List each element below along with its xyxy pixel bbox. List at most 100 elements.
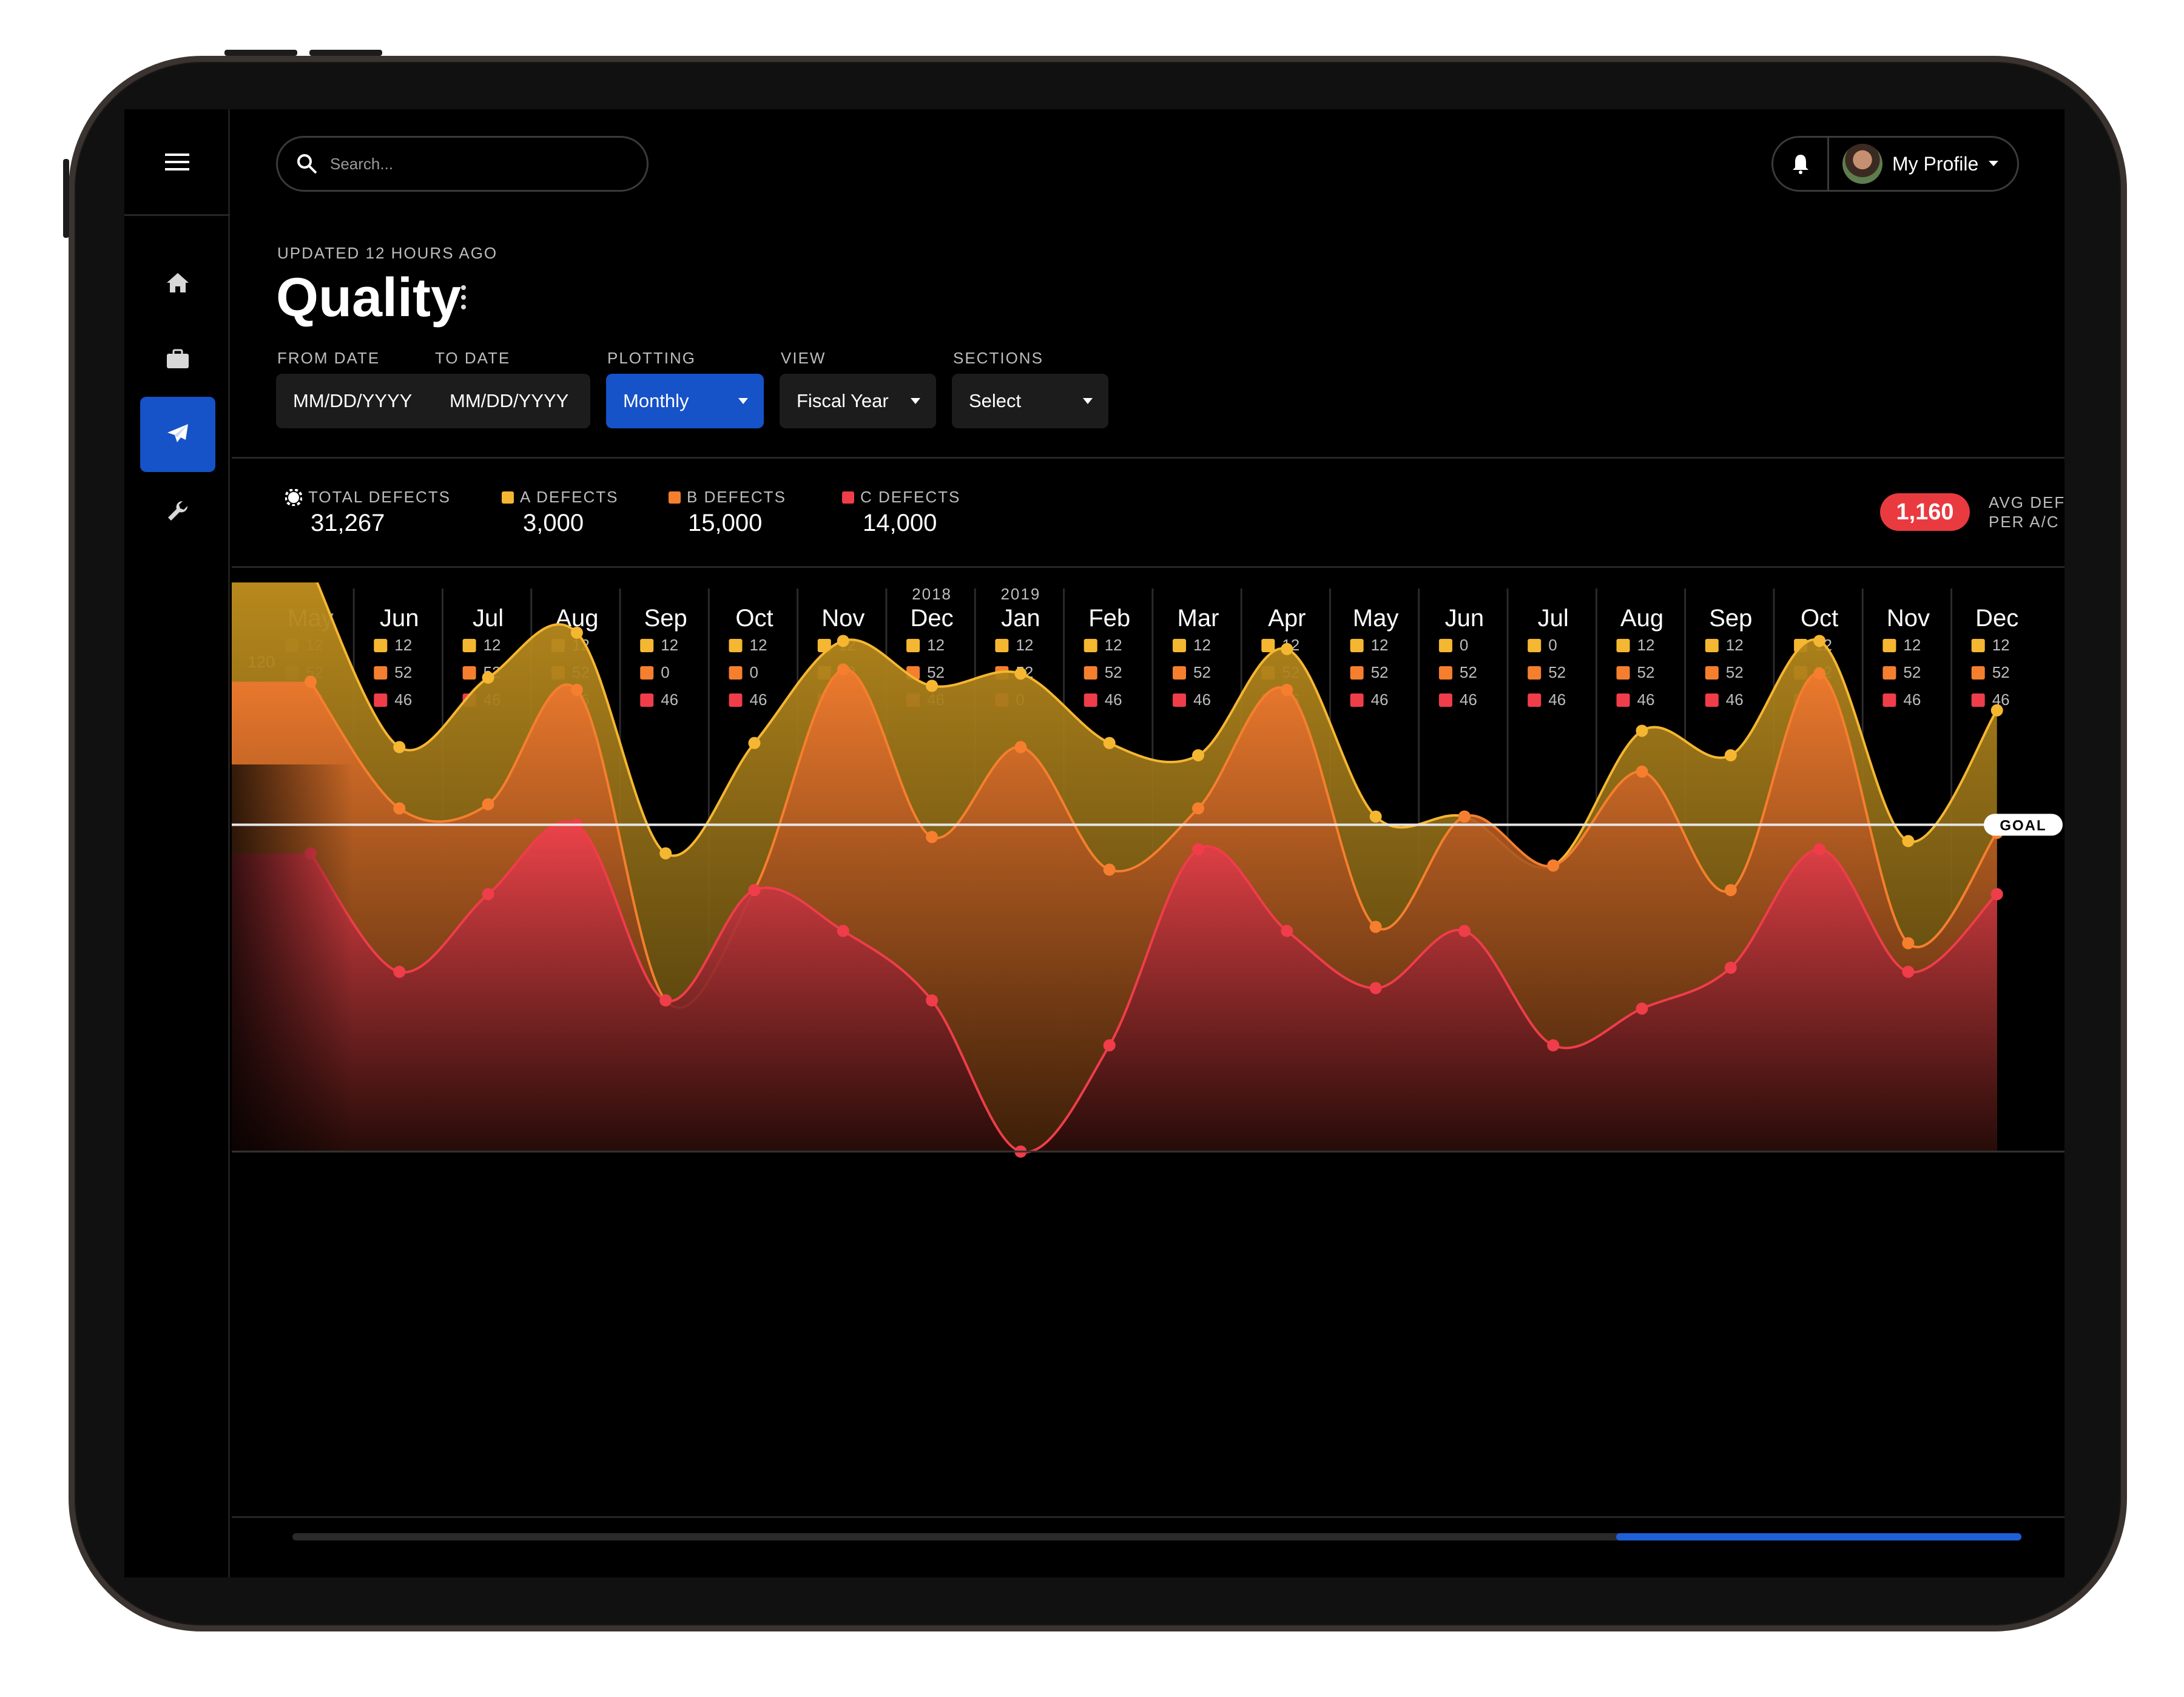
tablet-top-button [224,50,297,56]
sections-label: SECTIONS [953,349,1043,367]
chart-scrollbar-thumb[interactable] [1616,1533,2021,1540]
profile-menu[interactable]: My Profile [1829,144,1999,184]
legend-swatch [1971,639,1985,652]
month-label: Dec [911,605,954,632]
data-point [1281,643,1293,655]
c-swatch [842,491,854,504]
legend-swatch [1705,666,1719,680]
page-title: Quality [276,268,462,328]
data-point [837,635,849,647]
more-options-icon[interactable] [461,285,467,314]
plotting-select[interactable]: Monthly [606,374,764,428]
legend-swatch [1173,666,1186,680]
legend-swatch [1173,693,1186,707]
menu-button[interactable] [124,109,230,216]
data-point [1281,925,1293,937]
legend-swatch [1084,666,1097,680]
month-label: Aug [1620,605,1663,632]
search-box[interactable]: Search... [276,136,649,192]
view-select[interactable]: Fiscal Year [780,374,936,428]
tablet-side-button [63,159,69,238]
data-point [570,684,583,697]
data-point [1813,843,1826,855]
goal-badge [1984,814,2063,836]
legend-swatch [374,666,388,680]
nav-home[interactable] [140,245,215,320]
data-point [1458,925,1471,937]
data-point [1813,635,1826,647]
legend-value: 46 [1637,690,1655,709]
legend-swatch [1882,639,1896,652]
search-input[interactable]: Search... [330,154,394,173]
updated-text: UPDATED 12 HOURS AGO [277,244,498,262]
legend-swatch [729,666,743,680]
goal-label: GOAL [2000,817,2046,834]
left-fade [232,764,353,1152]
legend-value: 12 [1637,636,1655,654]
legend-swatch [1438,693,1452,707]
data-point [1547,1039,1560,1051]
from-date-field[interactable]: MM/DD/YYYY [276,374,433,428]
avatar [1842,144,1882,184]
legend-value: 52 [1637,663,1655,681]
month-label: Jul [473,605,504,632]
data-point [1902,937,1915,950]
legend-value: 12 [1105,636,1122,654]
legend-value: 0 [1548,636,1557,654]
legend-value: 0 [661,663,669,681]
avg-defects-label-line1: AVG DEFECTS [1989,493,2064,511]
month-label: Jun [380,605,419,632]
series-area [232,822,1997,1153]
month-label: Nov [1887,605,1930,632]
data-point [748,737,761,749]
to-date-field[interactable]: MM/DD/YYYY [433,374,590,428]
nav-tools[interactable] [140,473,215,548]
plotting-label: PLOTTING [607,349,696,367]
total-defects-value: 31,267 [311,510,385,536]
data-point [1990,704,2003,717]
plane-icon [167,424,188,442]
legend-swatch [462,639,476,652]
month-label: Dec [1975,605,2018,632]
legend-value: 12 [1903,636,1921,654]
data-point [926,680,939,692]
legend-swatch [1616,693,1630,707]
chart-scrollbar[interactable] [292,1533,2021,1540]
bell-icon [1792,155,1808,174]
nav-flights[interactable] [140,397,215,472]
data-point [748,884,761,897]
data-point [482,671,494,684]
briefcase-icon [167,349,189,368]
nav-briefcase[interactable] [140,322,215,397]
menu-icon [165,153,189,170]
legend-value: 12 [484,636,501,654]
legend-value: 52 [394,663,412,681]
data-point [1192,802,1204,815]
data-point [1813,667,1826,680]
series-line [309,668,1998,1009]
sections-select[interactable]: Select [952,374,1108,428]
profile-label: My Profile [1892,152,1979,175]
notifications-button[interactable] [1773,138,1829,190]
data-point [1724,962,1737,974]
c-defects-value: 14,000 [863,510,937,536]
legend-swatch [640,639,654,652]
chevron-down-icon [738,398,748,404]
legend-swatch [1882,666,1896,680]
b-defects-label-text: B DEFECTS [687,488,786,506]
legend-value: 52 [1726,663,1744,681]
legend-value: 46 [1193,690,1211,709]
avg-defects-badge: 1,160 [1880,493,1970,531]
legend-swatch [729,693,743,707]
a-swatch [502,491,514,504]
a-defects-value: 3,000 [523,510,584,536]
data-point [659,994,672,1007]
c-defects-label-text: C DEFECTS [860,488,961,506]
legend-value: 46 [394,690,412,709]
avg-defects-label-line2: PER A/C [1989,513,2060,531]
legend-swatch [640,693,654,707]
legend-swatch [1528,666,1542,680]
month-label: Apr [1268,605,1306,632]
month-label: May [1353,605,1399,632]
data-point [1369,920,1382,933]
